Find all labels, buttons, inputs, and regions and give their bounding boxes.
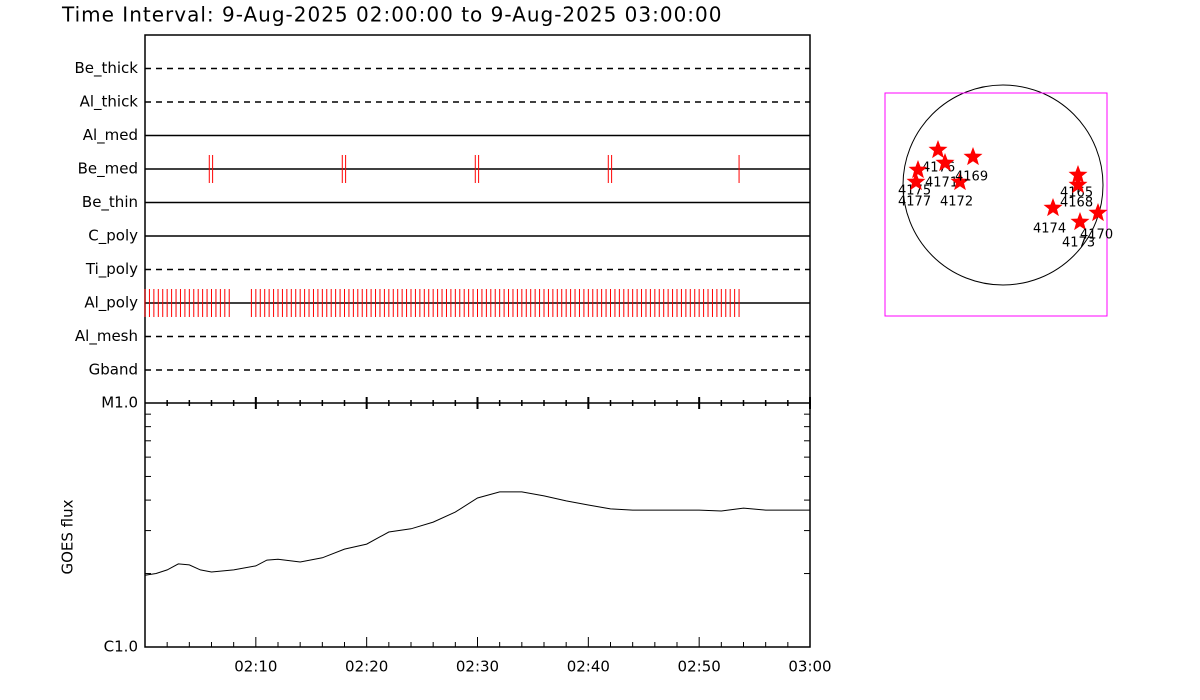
region-star — [950, 172, 970, 191]
plot-frame — [144, 34, 811, 648]
x-tick-label: 02:20 — [345, 658, 388, 676]
solar-disk — [902, 84, 1104, 286]
x-tick-label: 02:50 — [678, 658, 721, 676]
region-star — [963, 147, 983, 166]
region-label: 4172 — [940, 195, 973, 210]
region-label: 4177 — [898, 195, 931, 210]
y-axis-label: GOES flux — [59, 499, 77, 574]
x-tick-label: 02:40 — [567, 658, 610, 676]
filter-label: Al_med — [83, 126, 138, 145]
filter-label: Be_thick — [74, 59, 138, 78]
filter-label: Gband — [89, 361, 138, 379]
region-star — [906, 172, 926, 191]
filter-label: Al_mesh — [75, 327, 138, 346]
region-star — [1043, 198, 1063, 217]
region-star — [908, 160, 928, 179]
region-star — [928, 140, 948, 159]
x-tick-label: 02:30 — [456, 658, 499, 676]
filter-label: Be_med — [78, 160, 138, 179]
x-tick-label: 02:10 — [234, 658, 277, 676]
chart-title: Time Interval: 9-Aug-2025 02:00:00 to 9-… — [61, 3, 723, 27]
x-tick-label: 03:00 — [788, 658, 831, 676]
region-label: 4175 — [898, 184, 931, 199]
map-frame — [884, 92, 1108, 317]
region-label: 4171 — [925, 176, 958, 191]
region-label: 4169 — [955, 170, 988, 185]
region-label: 4170 — [1080, 228, 1113, 243]
goes-flux-line — [144, 491, 810, 576]
region-label: 4174 — [1033, 222, 1066, 237]
filter-label: C_poly — [88, 227, 138, 246]
y-tick-label: C1.0 — [104, 638, 138, 656]
region-star — [1068, 175, 1088, 194]
region-label: 4173 — [1062, 236, 1095, 251]
filter-label: Al_poly — [84, 294, 138, 313]
filter-label: Ti_poly — [85, 260, 138, 279]
region-label: 4165 — [1060, 186, 1093, 201]
region-star — [935, 153, 955, 172]
y-tick-label: M1.0 — [101, 394, 138, 412]
region-star — [1088, 203, 1108, 222]
filter-label: Al_thick — [80, 93, 139, 112]
region-star — [1070, 212, 1090, 231]
filter-label: Be_thin — [82, 193, 138, 212]
region-star — [1068, 165, 1088, 184]
region-label: 4168 — [1060, 196, 1093, 211]
